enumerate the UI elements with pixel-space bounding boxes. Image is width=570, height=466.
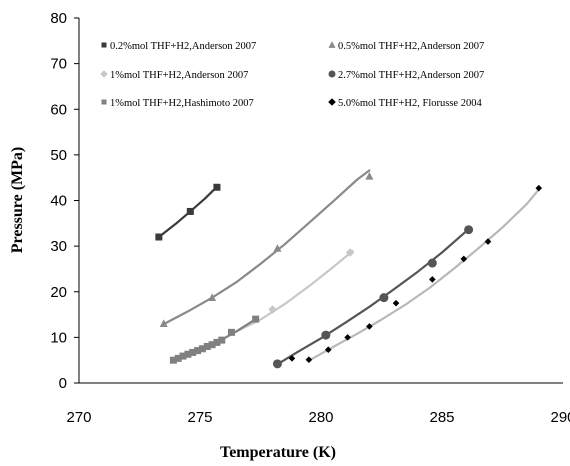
data-point-series-4 xyxy=(379,293,389,303)
x-tick-label: 285 xyxy=(429,409,454,426)
y-tick-label: 30 xyxy=(50,238,67,255)
data-point-series-2 xyxy=(208,293,217,302)
data-point-series-5 xyxy=(213,338,221,346)
data-point-series-5 xyxy=(169,356,177,364)
fit-lines xyxy=(157,169,540,366)
y-tick-label: 50 xyxy=(50,147,67,164)
data-point-series-5 xyxy=(189,348,197,356)
legend-marker-series-1 xyxy=(101,42,107,48)
x-tick-label: 280 xyxy=(308,409,333,426)
data-point-series-3 xyxy=(345,248,355,257)
data-points xyxy=(155,171,543,369)
legend-marker-series-5 xyxy=(101,99,107,105)
y-tick-label: 60 xyxy=(50,101,67,118)
data-point-series-4 xyxy=(321,330,331,340)
data-point-series-5 xyxy=(198,345,206,353)
legend: 0.2%mol THF+H2,Anderson 2007 0.5%mol THF+… xyxy=(100,41,484,109)
data-point-series-4 xyxy=(427,258,437,268)
data-point-series-6 xyxy=(324,346,332,353)
y-tick-label: 10 xyxy=(50,329,67,346)
legend-label-series-2: 0.5%mol THF+H2,Anderson 2007 xyxy=(338,41,484,52)
legend-label-series-3: 1%mol THF+H2,Anderson 2007 xyxy=(110,70,248,81)
data-point-series-6 xyxy=(535,184,543,192)
data-point-series-2 xyxy=(273,244,282,252)
data-point-series-6 xyxy=(392,299,400,307)
y-axis-title: Pressure (MPa) xyxy=(9,147,26,253)
data-point-series-5 xyxy=(179,352,187,360)
legend-label-series-5: 1%mol THF+H2,Hashimoto 2007 xyxy=(110,98,254,109)
data-point-series-3 xyxy=(268,305,277,314)
legend-marker-series-2 xyxy=(328,41,336,48)
data-point-series-6 xyxy=(429,276,436,283)
y-tick-label: 70 xyxy=(50,56,67,73)
legend-label-series-1: 0.2%mol THF+H2,Anderson 2007 xyxy=(110,41,256,52)
fit-line-series-6 xyxy=(307,188,540,362)
data-point-series-5 xyxy=(227,328,235,336)
x-tick-label: 270 xyxy=(66,409,91,426)
y-tick-label: 80 xyxy=(50,10,67,27)
data-point-series-6 xyxy=(344,334,351,341)
ticks: 0 10 20 30 40 50 60 70 80 270 275 280 285 290 xyxy=(50,10,570,426)
data-point-series-1 xyxy=(213,183,221,191)
fit-line-series-4 xyxy=(276,228,470,366)
data-point-series-2 xyxy=(159,319,168,328)
data-point-series-6 xyxy=(305,356,313,364)
legend-marker-series-3 xyxy=(100,70,108,78)
data-point-series-4 xyxy=(464,225,474,235)
x-tick-label: 275 xyxy=(187,409,212,426)
data-point-series-6 xyxy=(288,355,296,362)
data-point-series-4 xyxy=(272,359,282,369)
data-point-series-6 xyxy=(366,323,373,330)
y-tick-label: 20 xyxy=(50,284,67,301)
data-point-series-5 xyxy=(218,336,226,344)
x-axis-title: Temperature (K) xyxy=(220,444,336,461)
data-point-series-1 xyxy=(186,207,194,215)
data-point-series-2 xyxy=(365,171,374,180)
legend-marker-series-4 xyxy=(328,70,336,78)
legend-marker-series-6 xyxy=(328,98,336,106)
data-point-series-5 xyxy=(194,347,202,355)
data-point-series-5 xyxy=(174,354,182,362)
y-tick-label: 40 xyxy=(50,193,67,210)
data-point-series-5 xyxy=(184,350,192,358)
y-tick-label: 0 xyxy=(59,375,67,392)
data-point-series-6 xyxy=(484,238,492,245)
data-point-series-5 xyxy=(208,341,216,349)
legend-label-series-4: 2.7%mol THF+H2,Anderson 2007 xyxy=(338,70,484,81)
data-point-series-5 xyxy=(203,343,211,350)
legend-label-series-6: 5.0%mol THF+H2, Florusse 2004 xyxy=(338,98,482,109)
data-point-series-6 xyxy=(460,255,468,263)
x-tick-label: 290 xyxy=(550,409,570,426)
fit-line-series-2 xyxy=(162,169,371,326)
data-point-series-1 xyxy=(155,233,163,241)
data-point-series-5 xyxy=(252,315,260,323)
